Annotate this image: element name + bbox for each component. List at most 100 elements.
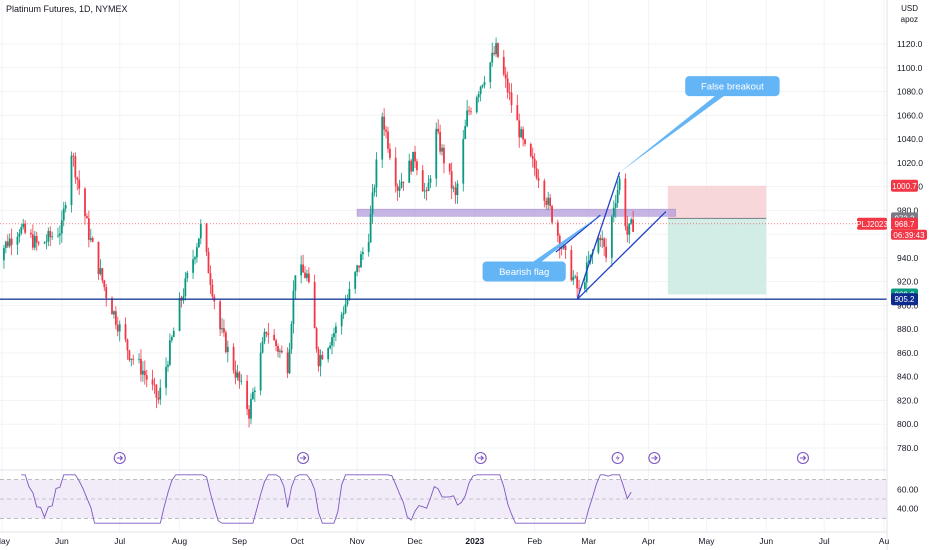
candle-body <box>211 284 214 297</box>
candle-body <box>495 43 497 55</box>
candle-body <box>576 276 579 289</box>
resistance-zone-rect[interactable] <box>356 208 676 217</box>
candle-body <box>116 324 119 332</box>
candle-body <box>30 232 32 235</box>
candle-body <box>429 178 432 183</box>
candle-body <box>346 298 349 305</box>
candle-body <box>87 218 90 240</box>
candle-body <box>354 271 357 289</box>
candle-body <box>398 187 401 191</box>
stop-zone[interactable] <box>667 185 767 219</box>
candle-body <box>294 275 297 291</box>
candle-body <box>91 238 94 242</box>
candle-body <box>84 188 86 217</box>
candle-body <box>128 350 131 360</box>
candle-body <box>99 268 102 275</box>
event-markers[interactable] <box>113 451 809 465</box>
candle-body <box>520 129 523 138</box>
candle-body <box>601 238 604 241</box>
x-tick-label: Feb <box>527 536 542 546</box>
arrow-glyph <box>116 455 124 461</box>
x-tick-label: Aug <box>172 536 187 546</box>
candle-body <box>344 304 347 313</box>
candle-body <box>267 333 270 335</box>
candle-body <box>614 203 617 208</box>
candle-body <box>543 180 546 201</box>
candle-body <box>412 151 414 172</box>
candle-body <box>632 219 635 232</box>
countdown-text: 06:39:43 <box>893 231 925 240</box>
candle-body <box>16 236 19 245</box>
candle-body <box>24 223 27 233</box>
candle-body <box>253 390 256 393</box>
callouts[interactable]: False breakout Bearish flag <box>482 76 780 282</box>
callout-box[interactable] <box>482 261 566 282</box>
y-tick-label: 860.0 <box>897 348 919 358</box>
candle-body <box>138 358 140 360</box>
candle-body <box>172 330 175 338</box>
y-tick-label: 1100.0 <box>897 63 923 73</box>
target-zone[interactable] <box>667 218 767 295</box>
candle-body <box>410 160 413 172</box>
candle-body <box>205 224 208 252</box>
candle-body <box>178 297 181 331</box>
position-tool[interactable] <box>667 185 767 295</box>
candle-body <box>6 241 9 247</box>
flag-channel-line[interactable] <box>576 172 621 300</box>
time-axis[interactable]: May Jun Jul Aug Sep Oct Nov Dec 2023 Feb Mar Apr May… <box>0 536 889 546</box>
callout-pointer <box>519 215 601 272</box>
callout-box[interactable] <box>685 76 780 97</box>
price-tag-last: 968.7 <box>891 217 918 230</box>
candle-body <box>240 380 243 382</box>
candle-body <box>275 340 277 346</box>
candle-body <box>504 74 507 79</box>
y-tick-label: 940.0 <box>897 253 919 263</box>
candle-body <box>124 324 127 340</box>
false-breakout-callout[interactable]: False breakout <box>619 76 780 173</box>
rsi-tick-label: 60.00 <box>897 484 919 494</box>
candle-body <box>89 238 92 240</box>
candle-body <box>126 339 129 351</box>
candle-body <box>470 111 472 113</box>
flag-channel-line[interactable] <box>576 211 667 300</box>
candle-series <box>3 37 635 428</box>
resistance-zone[interactable] <box>356 208 676 217</box>
candle-body <box>306 273 308 278</box>
candle-body <box>414 151 416 162</box>
candle-body <box>221 328 223 330</box>
candle-body <box>383 116 386 130</box>
candle-body <box>327 348 330 360</box>
arrow-glyph <box>799 455 807 461</box>
x-tick-label: Apr <box>642 536 655 546</box>
candle-body <box>626 226 629 235</box>
candle-body <box>381 116 384 160</box>
candle-body <box>402 181 405 183</box>
candle-body <box>360 254 362 268</box>
flag-pole-line[interactable] <box>555 214 601 253</box>
candle-body <box>250 399 252 419</box>
candle-body <box>612 207 615 217</box>
candle-body <box>153 384 156 386</box>
candle-body <box>489 62 492 83</box>
drawing-lines[interactable] <box>0 172 887 300</box>
candle-body <box>570 250 573 281</box>
candle-body <box>184 278 187 297</box>
rsi-pane: 60.00 40.00 <box>0 469 919 524</box>
candle-body <box>234 370 237 378</box>
candle-body <box>464 126 467 139</box>
candle-body <box>599 237 602 241</box>
candle-body <box>448 163 451 172</box>
candle-body <box>508 92 511 94</box>
candle-body <box>33 236 36 248</box>
candle-body <box>58 233 61 236</box>
candle-body <box>47 231 50 242</box>
rsi-line <box>21 474 632 524</box>
candle-body <box>307 273 310 283</box>
candle-body <box>60 220 63 234</box>
bearish-flag-callout[interactable]: Bearish flag <box>482 215 601 282</box>
arrow-glyph <box>651 455 658 461</box>
candle-body <box>232 346 235 371</box>
candle-body <box>441 147 443 152</box>
